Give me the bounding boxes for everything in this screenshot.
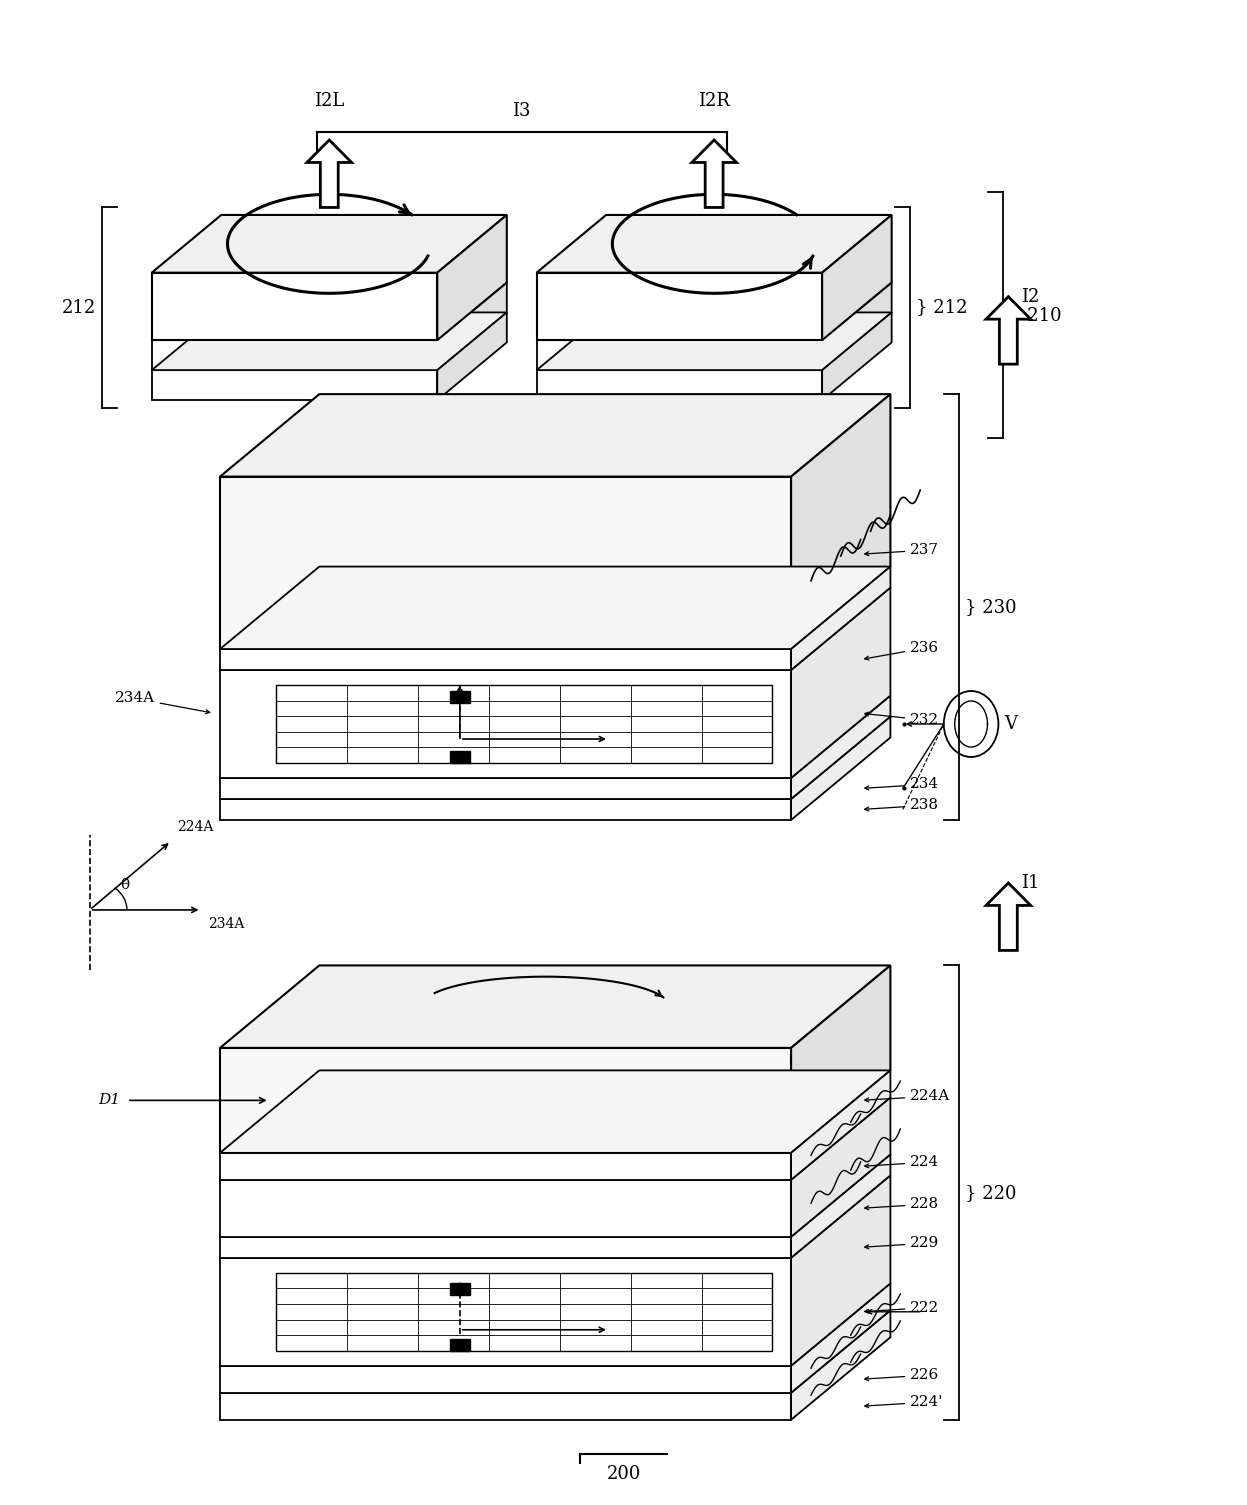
Bar	[450, 691, 470, 703]
Text: 234A: 234A	[207, 918, 244, 932]
Polygon shape	[152, 313, 506, 370]
Text: 234: 234	[864, 778, 939, 792]
Polygon shape	[791, 566, 890, 670]
Polygon shape	[219, 965, 890, 1047]
Polygon shape	[152, 272, 438, 340]
Polygon shape	[219, 778, 791, 799]
Polygon shape	[822, 215, 892, 340]
Text: 229: 229	[864, 1236, 939, 1251]
Polygon shape	[791, 587, 890, 778]
Polygon shape	[219, 1097, 890, 1180]
Polygon shape	[791, 394, 890, 649]
Polygon shape	[307, 140, 352, 208]
Text: } 220: } 220	[965, 1183, 1016, 1201]
Text: 237: 237	[864, 543, 939, 557]
Polygon shape	[219, 799, 791, 820]
Bar	[450, 1284, 470, 1296]
Text: I2R: I2R	[698, 92, 729, 110]
Polygon shape	[219, 670, 791, 778]
Polygon shape	[219, 566, 890, 649]
Text: I2: I2	[1021, 287, 1039, 306]
Polygon shape	[536, 313, 892, 370]
Text: I2L: I2L	[314, 92, 344, 110]
Text: V: V	[1005, 715, 1018, 733]
Polygon shape	[152, 340, 438, 370]
Polygon shape	[219, 1311, 890, 1392]
Polygon shape	[822, 313, 892, 400]
Polygon shape	[536, 272, 822, 340]
Polygon shape	[219, 1047, 791, 1153]
Text: 236: 236	[864, 641, 939, 661]
Text: } 230: } 230	[965, 597, 1016, 616]
Polygon shape	[791, 1154, 890, 1258]
Text: 224A: 224A	[177, 820, 213, 834]
Polygon shape	[219, 1180, 791, 1237]
Text: } 212: } 212	[917, 298, 968, 316]
Polygon shape	[791, 965, 890, 1153]
Polygon shape	[438, 283, 506, 370]
Polygon shape	[692, 140, 737, 208]
Text: 200: 200	[606, 1464, 641, 1482]
Text: I3: I3	[513, 102, 531, 120]
Text: 232: 232	[864, 712, 939, 727]
Text: 224: 224	[864, 1156, 939, 1169]
Polygon shape	[791, 1097, 890, 1237]
Polygon shape	[219, 477, 791, 649]
Polygon shape	[276, 1273, 772, 1351]
Polygon shape	[791, 1175, 890, 1365]
Polygon shape	[536, 340, 822, 370]
Polygon shape	[219, 1392, 791, 1419]
Text: 234A: 234A	[115, 691, 209, 713]
Polygon shape	[219, 649, 791, 670]
Polygon shape	[276, 685, 772, 763]
Polygon shape	[986, 296, 1031, 364]
Bar	[450, 751, 470, 763]
Text: 238: 238	[864, 799, 939, 813]
Polygon shape	[219, 1153, 791, 1180]
Polygon shape	[219, 695, 890, 778]
Polygon shape	[219, 1258, 791, 1365]
Polygon shape	[152, 370, 438, 400]
Text: D1: D1	[99, 1093, 121, 1108]
Polygon shape	[822, 283, 892, 370]
Text: I1: I1	[1021, 874, 1039, 892]
Polygon shape	[536, 215, 892, 272]
Text: 224': 224'	[864, 1395, 944, 1409]
Polygon shape	[791, 1311, 890, 1419]
Text: } 210: } 210	[1010, 306, 1061, 324]
Polygon shape	[438, 215, 506, 340]
Polygon shape	[986, 883, 1031, 951]
Polygon shape	[219, 1070, 890, 1153]
Polygon shape	[438, 313, 506, 400]
Polygon shape	[536, 370, 822, 400]
Polygon shape	[152, 283, 506, 340]
Text: 226: 226	[864, 1368, 939, 1382]
Polygon shape	[219, 1237, 791, 1258]
Polygon shape	[219, 587, 890, 670]
Polygon shape	[219, 1365, 791, 1392]
Text: 222: 222	[864, 1300, 939, 1315]
Text: 212: 212	[61, 298, 96, 316]
Text: 224A: 224A	[864, 1090, 950, 1103]
Polygon shape	[219, 716, 890, 799]
Text: θ: θ	[121, 877, 130, 892]
Polygon shape	[219, 394, 890, 477]
Bar	[450, 1339, 470, 1351]
Polygon shape	[791, 1284, 890, 1392]
Polygon shape	[219, 1154, 890, 1237]
Polygon shape	[219, 1175, 890, 1258]
Polygon shape	[791, 716, 890, 820]
Polygon shape	[219, 1284, 890, 1365]
Polygon shape	[791, 1070, 890, 1180]
Polygon shape	[791, 695, 890, 799]
Polygon shape	[152, 215, 506, 272]
Text: 228: 228	[864, 1198, 939, 1212]
Polygon shape	[536, 283, 892, 340]
